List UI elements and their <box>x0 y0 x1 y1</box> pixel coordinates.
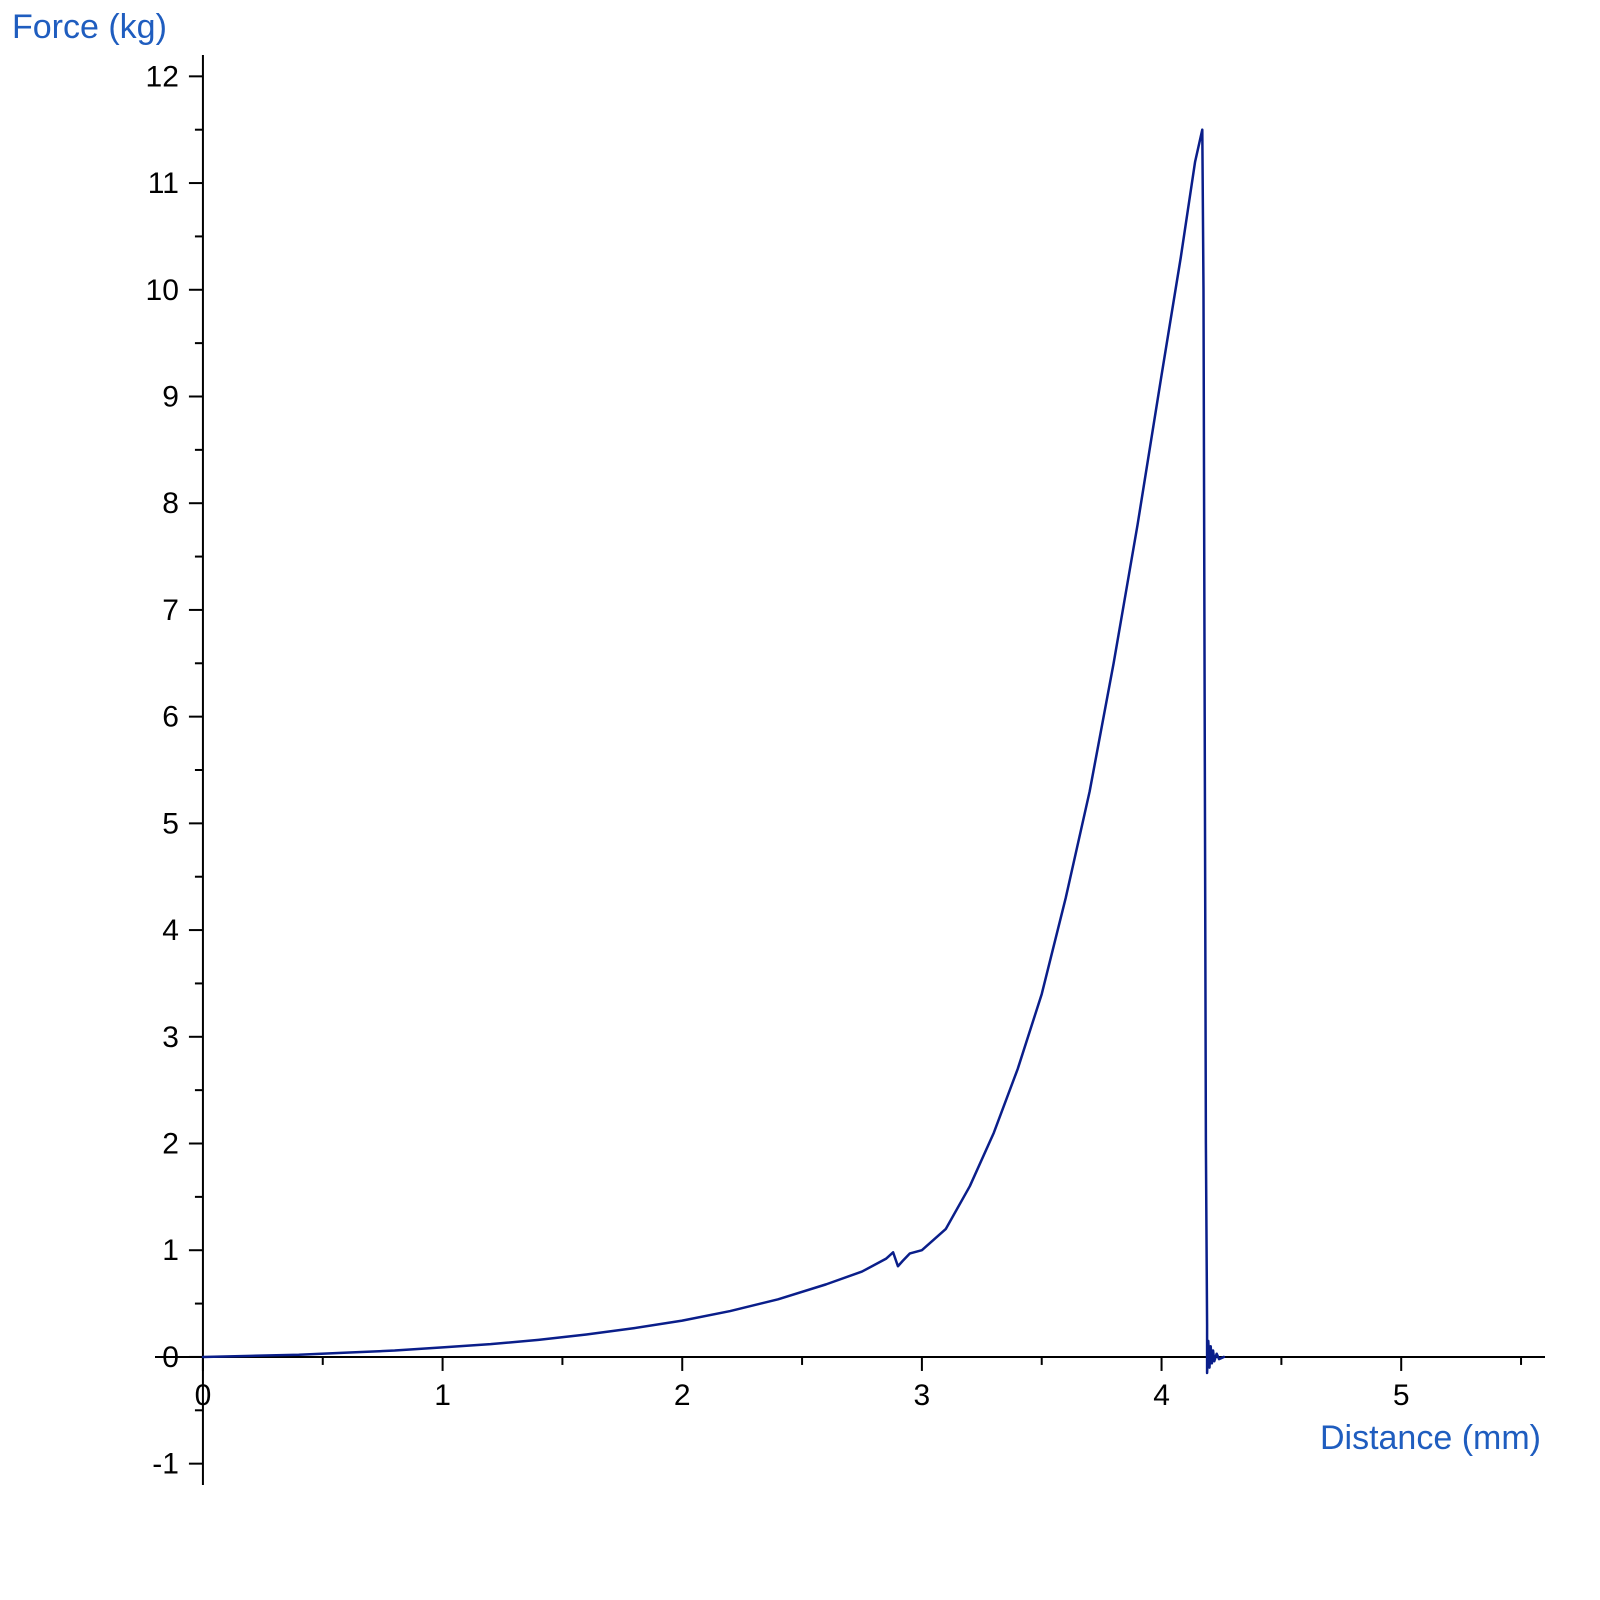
y-tick-label: 7 <box>162 594 179 627</box>
force-distance-chart: Force (kg) Distance (mm) 012345-10123456… <box>0 0 1600 1600</box>
y-tick-label: 9 <box>162 380 179 413</box>
series-force-distance <box>203 130 1224 1373</box>
y-tick-label: 11 <box>148 167 179 200</box>
axes-group <box>155 55 1545 1485</box>
y-tick-label: 5 <box>162 807 179 840</box>
y-tick-label: 12 <box>146 60 179 93</box>
y-tick-label: -1 <box>152 1448 179 1481</box>
x-tick-label: 1 <box>434 1379 451 1412</box>
x-tick-label: 5 <box>1393 1379 1410 1412</box>
x-tick-label: 2 <box>674 1379 691 1412</box>
x-tick-label: 3 <box>914 1379 931 1412</box>
y-tick-label: 1 <box>162 1234 179 1267</box>
ticks-group <box>189 76 1521 1463</box>
y-tick-label: 10 <box>146 274 179 307</box>
y-tick-label: 2 <box>162 1128 179 1161</box>
x-tick-label: 4 <box>1153 1379 1170 1412</box>
y-tick-label: 0 <box>162 1341 179 1374</box>
tick-labels-group: 012345-10123456789101112 <box>146 60 1410 1480</box>
y-axis-title: Force (kg) <box>12 8 167 46</box>
y-tick-label: 3 <box>162 1021 179 1054</box>
series-group <box>203 130 1224 1373</box>
x-axis-title: Distance (mm) <box>1320 1419 1541 1457</box>
x-tick-label: 0 <box>195 1379 212 1412</box>
y-tick-label: 8 <box>162 487 179 520</box>
y-tick-label: 6 <box>162 701 179 734</box>
y-tick-label: 4 <box>162 914 179 947</box>
chart-container: Force (kg) Distance (mm) 012345-10123456… <box>0 0 1600 1600</box>
